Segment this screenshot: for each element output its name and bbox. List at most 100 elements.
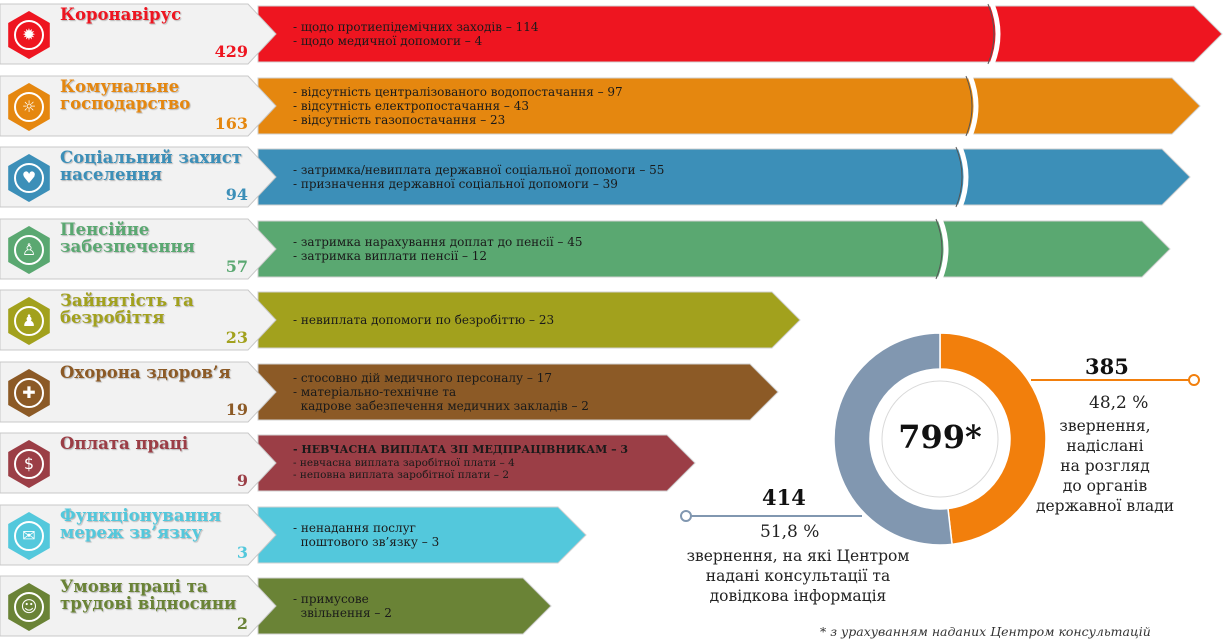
category-items: - затримка/невиплата державної соціально… — [293, 163, 993, 191]
icon-ring — [14, 163, 44, 193]
category-items: - примусове звільнення – 2 — [293, 592, 993, 620]
category-items: - невиплата допомоги по безробіттю – 23 — [293, 313, 993, 327]
category-count: 2 — [236, 614, 248, 633]
icon-hexagon — [8, 82, 50, 131]
icon-hexagon — [8, 11, 50, 59]
category-count: 163 — [214, 113, 248, 133]
category-title: Умови праці та трудові відносини — [60, 577, 237, 613]
icon-hexagon — [8, 368, 50, 417]
category-title: Зайнятість та безробіття — [60, 291, 194, 327]
axis-break-mark — [957, 146, 969, 208]
axis-break-line — [935, 218, 943, 279]
icon-ring — [14, 520, 44, 551]
icon-hexagon — [8, 511, 50, 560]
category-items: - затримка нарахування доплат до пенсії … — [293, 235, 993, 263]
item-text: - затримка нарахування доплат до пенсії … — [293, 234, 583, 249]
row-shapes — [0, 3, 1223, 65]
item-text: - затримка виплати пенсії – 12 — [293, 248, 488, 263]
row-shapes — [0, 146, 1191, 208]
category-row: ☺ Умови праці та трудові відносини 2 - прим… — [0, 575, 1224, 638]
category-title: Функціонування мереж зв’язку — [60, 505, 221, 542]
label-panel — [0, 432, 277, 494]
category-items: - стосовно дій медичного персоналу – 17-… — [293, 371, 993, 413]
label-panel — [0, 218, 277, 279]
row-shapes — [0, 289, 801, 351]
item-text: - НЕВЧАСНА ВИПЛАТА ЗП МЕДПРАЦІВНИКАМ – 3 — [293, 443, 629, 457]
category-title: Охорона здоров’я — [60, 362, 231, 382]
category-row: ✉ Функціонування мереж зв’язку 3 - ненаданн… — [0, 504, 1224, 567]
category-items: - відсутність централізованого водопоста… — [293, 85, 993, 127]
worker-icon: ♟ — [21, 311, 37, 330]
icon-ring — [14, 306, 44, 336]
label-panel — [0, 575, 277, 637]
category-row: $ Оплата праці 9 - НЕВЧАСНА ВИПЛАТА ЗП МЕДП… — [0, 432, 1224, 495]
category-row: ✹ Коронавірус 429 - щодо протиепідемічних з… — [0, 3, 1224, 66]
label-panel — [0, 504, 277, 565]
category-title: Пенсійне забезпечення — [60, 219, 195, 256]
icon-ring — [14, 377, 44, 408]
item-text: кадрове забезпечення медичних закладів –… — [293, 398, 589, 413]
category-row: ✚ Охорона здоров’я 19 - стосовно дій медичн… — [0, 361, 1224, 424]
icon-hexagon — [8, 583, 50, 631]
category-items: - щодо протиепідемічних заходів – 114- щ… — [293, 20, 993, 48]
item-text: - відсутність централізованого водопоста… — [293, 84, 623, 99]
category-row: ☼ Комунальне господарство 163 - відсутність… — [0, 74, 1224, 138]
row-shapes — [0, 575, 552, 637]
category-title: Соціальний захист населення — [60, 148, 242, 184]
category-count: 429 — [214, 42, 248, 61]
category-row: ♟ Зайнятість та безробіття 23 - невиплата д… — [0, 289, 1224, 352]
icon-ring — [14, 91, 44, 122]
medical-cross-icon: ✚ — [22, 382, 36, 402]
item-text: - невиплата допомоги по безробіттю – 23 — [293, 313, 555, 327]
axis-break-mark — [967, 74, 979, 137]
axis-break-line — [987, 3, 995, 65]
category-count: 3 — [236, 542, 248, 562]
axis-break-mark — [989, 3, 1001, 65]
item-text: поштового зв’язку – 3 — [293, 534, 440, 549]
item-text: - щодо медичної допомоги – 4 — [293, 34, 483, 48]
icon-ring — [14, 234, 44, 265]
item-text: - відсутність газопостачання – 23 — [293, 112, 506, 127]
icon-hexagon — [8, 440, 50, 488]
postal-icon: ✉ — [22, 525, 36, 545]
item-text: - призначення державної соціальної допом… — [293, 177, 618, 191]
item-text: - неповна виплата заробітної плати – 2 — [293, 469, 510, 482]
label-panel — [0, 75, 277, 136]
money-icon: $ — [23, 454, 35, 473]
category-count: 19 — [225, 399, 248, 419]
item-text: звільнення – 2 — [293, 606, 392, 620]
icon-hexagon — [8, 154, 50, 202]
item-text: - невчасна виплата заробітної плати – 4 — [293, 456, 515, 469]
category-title: Оплата праці — [60, 434, 189, 453]
icon-ring — [14, 449, 44, 479]
category-count: 23 — [225, 328, 248, 347]
handshake-icon: ☺ — [20, 597, 38, 616]
category-items: - НЕВЧАСНА ВИПЛАТА ЗП МЕДПРАЦІВНИКАМ – 3… — [293, 444, 993, 482]
virus-icon: ✹ — [22, 25, 36, 44]
row-shapes — [0, 217, 1171, 280]
item-text: - ненадання послуг — [293, 520, 416, 535]
category-row: ♙ Пенсійне забезпечення 57 - затримка нарах… — [0, 217, 1224, 281]
icon-ring — [14, 592, 44, 622]
category-count: 94 — [225, 185, 248, 204]
item-text: - відсутність електропостачання – 43 — [293, 98, 529, 113]
elderly-person-icon: ♙ — [21, 239, 37, 259]
category-title: Комунальне господарство — [60, 76, 191, 113]
item-text: - затримка/невиплата державної соціально… — [293, 163, 665, 177]
axis-break-line — [955, 146, 963, 208]
category-title: Коронавірус — [60, 5, 182, 24]
item-text: - примусове — [293, 592, 369, 606]
category-count: 57 — [225, 256, 248, 276]
item-text: - стосовно дій медичного персоналу – 17 — [293, 370, 552, 385]
label-panel — [0, 146, 277, 208]
item-text: - щодо протиепідемічних заходів – 114 — [293, 20, 539, 34]
row-shapes — [0, 504, 587, 565]
label-panel — [0, 361, 277, 422]
icon-ring — [14, 20, 44, 50]
label-panel — [0, 3, 277, 65]
category-row: ♥ Соціальний захист населення 94 - затримка… — [0, 146, 1224, 209]
icon-hexagon — [8, 297, 50, 345]
axis-break-mark — [937, 217, 949, 280]
axis-break-line — [965, 75, 973, 136]
label-panel — [0, 289, 277, 351]
